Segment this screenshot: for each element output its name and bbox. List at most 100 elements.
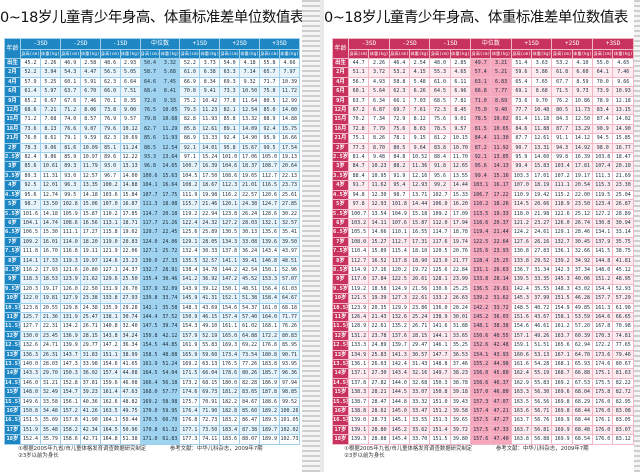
height-cell: 151.3 [429,415,451,426]
height-cell: 72.9 [388,114,411,125]
weight-cell: 15.27 [368,236,390,248]
weight-cell: 38.23 [449,368,472,379]
height-cell: 117.0 [347,274,370,285]
height-cell: 176.5 [219,358,241,370]
weight-cell: 12.22 [119,152,141,163]
weight-cell: 5.64 [368,86,390,97]
height-cell: 176.0 [592,424,614,436]
weight-cell: 70.98 [612,321,634,332]
weight-cell: 81.63 [612,368,634,379]
height-cell: 142.1 [139,302,161,313]
height-cell: 69.3 [219,76,241,88]
height-cell: 114.7 [429,227,451,238]
height-cell: 134.1 [592,227,614,238]
height-cell: 107.0 [510,180,533,191]
weight-cell: 4.15 [409,67,431,78]
height-cell: 125.6 [470,246,492,257]
unit-header-row: 身高(cm) 体重(kg) 身高(cm) 体重(kg) 身高(cm) 体重(kg) 身高(c… [5,49,301,59]
height-cell: 71.7 [259,76,280,88]
table-row: 9岁 117.0 17.84 122.5 20.61 128.1 23.99 133.8 28.… [332,274,634,285]
table-row: 5岁 98.7 13.50 102.8 15.06 107.0 16.87 111.3 18.9… [4,199,301,210]
height-cell: 169.9 [551,415,573,426]
weight-cell: 68.04 [571,387,594,398]
weight-cell: 15.33 [449,189,472,201]
height-cell: 49.7 [470,57,492,69]
table-row: 3岁 84.7 10.23 88.2 11.36 91.8 12.65 95.6 14.13 99… [332,161,634,172]
weight-cell: 79.46 [612,349,634,361]
weight-cell: 39.58 [449,406,472,417]
weight-cell: 12.74 [39,189,61,201]
height-cell: 70.8 [179,86,201,97]
weight-cell: 83.12 [612,434,634,445]
height-cell: 161.0 [259,302,280,313]
height-cell: 148.1 [470,321,492,332]
height-cell: 171.0 [139,434,161,445]
weight-cell: 10.50 [239,86,261,97]
weight-cell: 43.93 [490,349,512,361]
weight-cell: 32.16 [409,368,431,379]
height-cell: 85.8 [219,114,241,125]
weight-cell: 23.23 [119,255,141,266]
weight-cell: 13.15 [612,105,634,116]
weight-cell: 12.54 [159,142,181,154]
weight-cell: 66.04 [199,368,221,379]
height-cell: 85.8 [179,123,201,135]
height-cell: 164.8 [99,434,121,445]
weight-cell: 14.13 [490,161,512,172]
weight-cell: 98.85 [278,387,301,398]
weight-cell: 22.94 [199,208,221,219]
weight-cell: 2.54 [409,57,431,69]
weight-cell: 53.59 [571,311,594,323]
height-cell: 79.1 [59,133,81,144]
weight-cell: 13.71 [409,189,431,201]
height-cell: 75.6 [388,123,411,135]
table-row: 10岁 122.0 19.81 127.9 23.38 133.8 27.93 139.8 33… [4,293,301,304]
height-cell: 131.9 [99,283,121,295]
weight-cell: 46.15 [199,311,221,323]
weight-cell: 60.70 [159,415,181,426]
weight-cell: 7.68 [39,114,61,125]
height-cell: 158.1 [551,311,573,323]
height-cell: 142.4 [510,283,533,295]
weight-cell: 7.97 [278,67,301,78]
height-cell: 81.6 [59,142,81,154]
height-cell: 63.7 [59,86,81,97]
height-cell: 141.3 [388,349,411,361]
age-label: 14岁 [4,368,21,379]
girls-sheet: 0~18岁儿童青少年身高、体重标准差单位数值表（女） 年龄 -3SD -2SD -1S… [324,0,640,472]
weight-unit-header: 体重(kg) [39,49,61,59]
height-cell: 99.5 [59,189,81,201]
weight-cell: 11.62 [368,180,390,191]
weight-unit-header: 体重(kg) [449,49,472,59]
height-cell: 138.7 [347,396,370,408]
weight-cell: 2.93 [119,57,141,69]
height-cell: 102.7 [429,189,451,201]
age-label: 3岁 [332,161,349,172]
sd-header: +1SD [179,38,221,50]
weight-cell: 63.13 [199,358,221,370]
weight-unit-header: 体重(kg) [368,49,390,59]
height-cell: 163.7 [510,424,533,436]
height-cell: 138.3 [347,387,370,398]
weight-cell: 3.63 [531,57,553,69]
weight-cell: 82.22 [612,377,634,389]
height-cell: 147.2 [99,340,121,351]
weight-cell: 38.75 [612,246,634,257]
weight-cell: 35.58 [159,302,181,313]
height-cell: 168.1 [259,321,280,332]
weight-cell: 61.03 [278,283,301,295]
height-cell: 163.5 [99,406,121,417]
height-cell: 65.7 [259,67,280,78]
weight-cell: 23.73 [278,180,301,191]
height-cell: 150.9 [179,311,201,323]
weight-cell: 19.17 [571,170,594,182]
height-cell: 151.9 [20,424,41,436]
weight-cell: 47.07 [490,396,512,408]
weight-cell: 31.83 [79,349,101,361]
weight-cell: 39.80 [449,434,472,445]
height-cell: 154.4 [592,283,614,295]
height-unit-header: 身高(cm) [388,49,411,59]
height-cell: 78.9 [592,95,614,107]
weight-cell: 28.47 [368,396,390,408]
sd-header: -1SD [429,38,472,50]
